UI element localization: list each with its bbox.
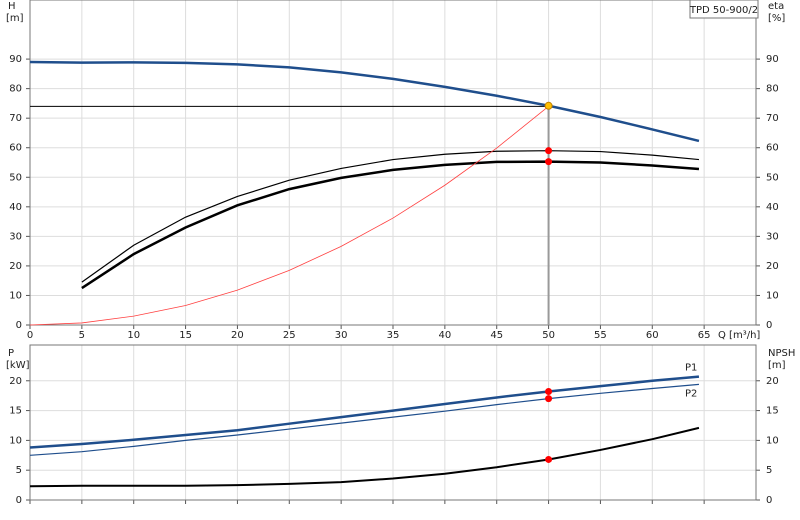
curve — [81, 160, 700, 290]
curve — [29, 106, 549, 326]
y2-tick-label: 20 — [766, 376, 779, 387]
y-tick-label: 30 — [9, 231, 22, 242]
y2-tick-label: 40 — [766, 202, 779, 213]
y-tick-label: 0 — [16, 495, 22, 506]
plot-frame — [29, 344, 757, 501]
y2-axis-label: NPSH — [768, 348, 795, 359]
y-tick-label: 70 — [9, 113, 22, 124]
legend-label: P1 — [685, 363, 697, 374]
y2-tick-label: 70 — [766, 113, 779, 124]
y2-axis-unit: [%] — [768, 13, 785, 24]
model-box — [689, 0, 759, 19]
y2-tick-label: 90 — [766, 54, 779, 65]
x-tick-label: 40 — [438, 330, 451, 341]
x-tick-label: 15 — [179, 330, 192, 341]
y-tick-label: 80 — [9, 84, 22, 95]
x-tick-label: 10 — [127, 330, 140, 341]
x-tick-label: 30 — [335, 330, 348, 341]
curve — [29, 375, 700, 449]
y2-tick-label: 60 — [766, 143, 779, 154]
x-tick-label: 50 — [542, 330, 555, 341]
y-tick-label: 60 — [9, 143, 22, 154]
y-tick-label: 15 — [9, 406, 22, 417]
y-axis-label: H — [8, 1, 16, 12]
y2-tick-label: 0 — [766, 495, 772, 506]
y-tick-label: 5 — [16, 465, 22, 476]
y2-axis-label: eta — [768, 1, 784, 12]
x-axis-label: Q [m³/h] — [718, 330, 760, 341]
x-tick-label: 20 — [231, 330, 244, 341]
x-tick-label: 5 — [79, 330, 85, 341]
curve — [29, 60, 700, 143]
operating-point — [545, 395, 553, 403]
y-tick-label: 10 — [9, 435, 22, 446]
y-axis-unit: [m] — [6, 13, 24, 24]
y2-tick-label: 30 — [766, 231, 779, 242]
y-tick-label: 40 — [9, 202, 22, 213]
y-tick-label: 90 — [9, 54, 22, 65]
y-tick-label: 50 — [9, 172, 22, 183]
operating-point — [545, 147, 553, 155]
y-tick-label: 20 — [9, 376, 22, 387]
x-tick-label: 45 — [490, 330, 503, 341]
y2-tick-label: 5 — [766, 465, 772, 476]
y2-tick-label: 0 — [766, 320, 772, 331]
x-tick-label: 0 — [27, 330, 33, 341]
x-tick-label: 65 — [698, 330, 711, 341]
y-axis-label: P — [8, 348, 14, 359]
y2-tick-label: 10 — [766, 435, 779, 446]
curve — [29, 383, 700, 456]
operating-point — [545, 388, 553, 395]
y2-tick-label: 80 — [766, 84, 779, 95]
y2-tick-label: 20 — [766, 261, 779, 272]
y-tick-label: 10 — [9, 290, 22, 301]
y-axis-unit: [kW] — [6, 360, 30, 371]
y2-axis-unit: [m] — [768, 360, 786, 371]
curve — [81, 150, 700, 283]
y-tick-label: 0 — [16, 320, 22, 331]
y2-tick-label: 15 — [766, 406, 779, 417]
y-tick-label: 20 — [9, 261, 22, 272]
operating-point — [545, 158, 553, 166]
x-tick-label: 60 — [646, 330, 659, 341]
y2-tick-label: 50 — [766, 172, 779, 183]
x-tick-label: 35 — [387, 330, 400, 341]
operating-point — [544, 101, 553, 110]
y2-tick-label: 10 — [766, 290, 779, 301]
legend-label: P2 — [685, 388, 697, 399]
x-tick-label: 55 — [594, 330, 607, 341]
curve — [29, 426, 700, 488]
x-tick-label: 25 — [283, 330, 296, 341]
plot-frame — [29, 0, 757, 326]
model-label: TPD 50-900/2 — [689, 5, 758, 16]
operating-point — [545, 455, 553, 463]
